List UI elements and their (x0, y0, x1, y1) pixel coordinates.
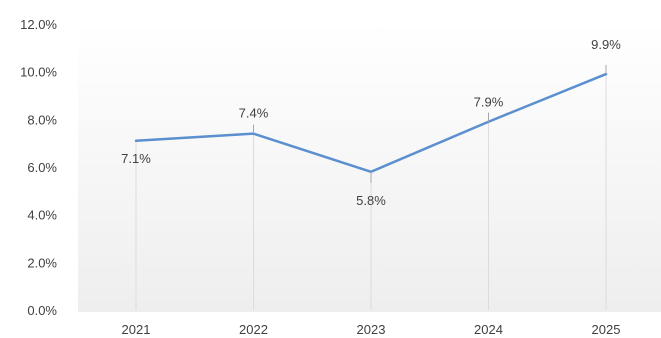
data-label: 7.9% (474, 95, 504, 110)
x-tick-label: 2022 (239, 322, 268, 337)
data-label: 9.9% (591, 37, 621, 52)
x-tick-label: 2021 (122, 322, 151, 337)
y-tick-label: 12.0% (20, 17, 57, 32)
y-tick-label: 8.0% (27, 112, 57, 127)
x-tick-label: 2025 (592, 322, 621, 337)
data-label: 7.1% (121, 151, 151, 166)
y-tick-label: 2.0% (27, 255, 57, 270)
y-tick-label: 4.0% (27, 208, 57, 223)
plot-background (78, 22, 661, 312)
data-label: 7.4% (239, 106, 269, 121)
y-tick-label: 10.0% (20, 65, 57, 80)
data-labels: 7.1% 7.4% 5.8% 7.9% 9.9% (121, 37, 621, 208)
y-tick-label: 0.0% (27, 303, 57, 318)
x-tick-label: 2023 (357, 322, 386, 337)
drop-lines (135, 74, 607, 310)
x-tick-label: 2024 (474, 322, 503, 337)
data-label: 5.8% (356, 193, 386, 208)
x-axis: 2021 2022 2023 2024 2025 (122, 322, 621, 337)
y-axis: 0.0% 2.0% 4.0% 6.0% 8.0% 10.0% 12.0% (20, 17, 57, 318)
y-tick-label: 6.0% (27, 160, 57, 175)
